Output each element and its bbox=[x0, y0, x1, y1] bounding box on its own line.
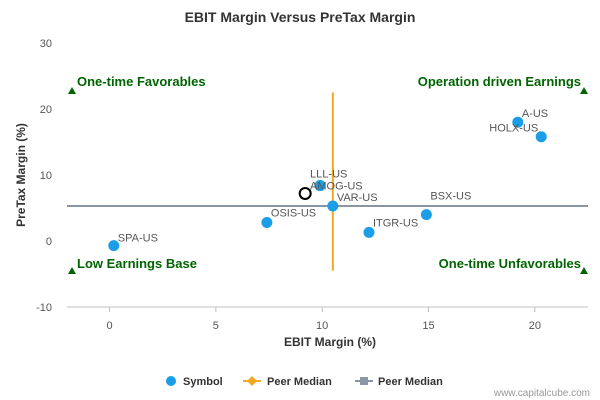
quadrant-label-bottom-right: One-time Unfavorables bbox=[439, 256, 581, 271]
legend-label-symbol: Symbol bbox=[183, 376, 223, 388]
credit-text: www.capitalcube.com bbox=[493, 388, 590, 399]
x-tick-label: 10 bbox=[316, 320, 328, 332]
legend-item-peer-median-y[interactable]: Peer Median bbox=[355, 376, 443, 388]
x-axis: 0 5 10 15 20 bbox=[106, 307, 541, 332]
legend-peer-median-y-marker bbox=[360, 377, 368, 385]
data-point-a-us[interactable] bbox=[512, 116, 524, 128]
y-tick-label: 10 bbox=[40, 170, 52, 182]
legend: Symbol Peer Median Peer Median bbox=[166, 376, 443, 388]
x-tick-label: 5 bbox=[213, 320, 219, 332]
x-tick-label: 15 bbox=[422, 320, 434, 332]
legend-symbol-marker bbox=[166, 376, 176, 386]
data-point-bsx-us[interactable] bbox=[420, 209, 432, 221]
y-tick-label: 30 bbox=[40, 38, 52, 50]
point-label-var-us: VAR-US bbox=[337, 192, 378, 204]
data-point-spa-us[interactable] bbox=[108, 240, 120, 252]
x-axis-title: EBIT Margin (%) bbox=[284, 335, 376, 349]
y-axis: -10 0 10 20 30 bbox=[36, 38, 52, 314]
chart-title: EBIT Margin Versus PreTax Margin bbox=[185, 9, 416, 25]
y-tick-label: -10 bbox=[36, 302, 52, 314]
data-point-itgr-us[interactable] bbox=[363, 226, 375, 238]
corner-triangle-top-left bbox=[68, 87, 76, 94]
x-tick-label: 20 bbox=[529, 320, 541, 332]
point-label-holx-us: HOLX-US bbox=[489, 123, 538, 135]
quadrant-label-top-left: One-time Favorables bbox=[77, 74, 206, 89]
highlight-point[interactable] bbox=[298, 186, 312, 200]
corner-triangle-bottom-left bbox=[68, 267, 76, 274]
quadrant-labels: One-time Favorables Operation driven Ear… bbox=[68, 74, 588, 274]
y-tick-label: 0 bbox=[46, 236, 52, 248]
legend-item-symbol[interactable]: Symbol bbox=[166, 376, 223, 388]
legend-item-peer-median-x[interactable]: Peer Median bbox=[243, 376, 332, 388]
x-tick-label: 0 bbox=[106, 320, 112, 332]
data-point-holx-us[interactable] bbox=[535, 131, 547, 143]
legend-peer-median-x-marker bbox=[247, 376, 257, 386]
y-axis-title: PreTax Margin (%) bbox=[14, 123, 28, 227]
legend-label-peer-median-x: Peer Median bbox=[267, 376, 332, 388]
point-label-osis-us: OSIS-US bbox=[271, 208, 316, 220]
quadrant-label-top-right: Operation driven Earnings bbox=[418, 74, 581, 89]
point-label-lll-us: LLL-US bbox=[310, 169, 347, 181]
corner-triangle-bottom-right bbox=[580, 267, 588, 274]
data-point-amog-us[interactable] bbox=[314, 180, 326, 192]
data-point-var-us[interactable] bbox=[327, 200, 339, 212]
point-label-amog-us: AMOG-US bbox=[310, 181, 363, 193]
y-tick-label: 20 bbox=[40, 104, 52, 116]
point-label-spa-us: SPA-US bbox=[118, 233, 158, 245]
point-label-itgr-us: ITGR-US bbox=[373, 217, 418, 229]
legend-label-peer-median-y: Peer Median bbox=[378, 376, 443, 388]
data-point-osis-us[interactable] bbox=[261, 217, 273, 229]
corner-triangle-top-right bbox=[580, 87, 588, 94]
point-label-bsx-us: BSX-US bbox=[430, 191, 471, 203]
point-label-a-us: A-US bbox=[522, 108, 548, 120]
quadrant-label-bottom-left: Low Earnings Base bbox=[77, 256, 197, 271]
